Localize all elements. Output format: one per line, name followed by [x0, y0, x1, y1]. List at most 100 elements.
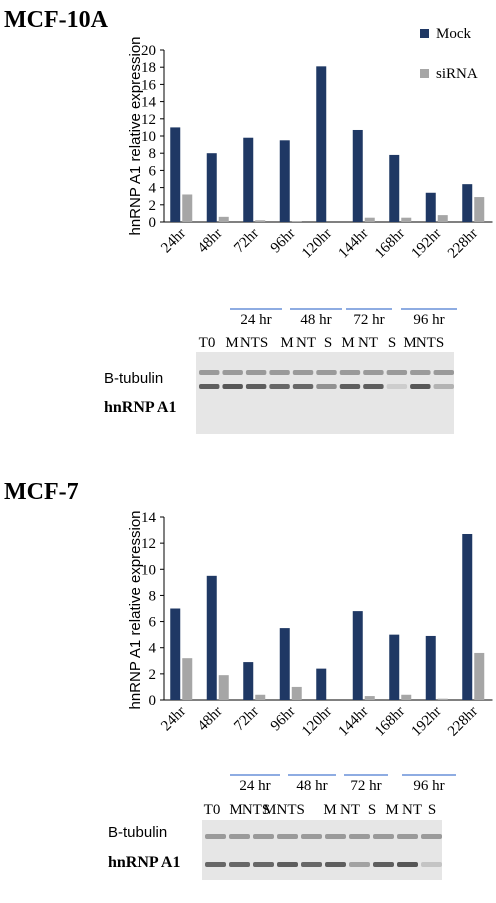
bar	[170, 608, 181, 700]
panel-title-mcf7: MCF-7	[4, 479, 79, 505]
blot-membrane	[196, 352, 454, 434]
x-tick-label: 96hr	[268, 704, 299, 735]
legend-label: siRNA	[436, 66, 478, 82]
bar	[170, 127, 181, 222]
bar	[243, 662, 254, 700]
band-b-tubulin	[229, 834, 250, 839]
band-b-tubulin	[269, 370, 290, 375]
band-hnrnp-a1	[269, 384, 290, 389]
bar	[206, 575, 217, 700]
timepoint-label: 48 hr	[300, 312, 331, 328]
y-tick-label: 8	[149, 146, 157, 162]
bar	[364, 696, 375, 700]
x-tick-label: 48hr	[195, 704, 226, 735]
band-b-tubulin	[222, 370, 243, 375]
y-tick-label: 2	[149, 198, 157, 214]
band-b-tubulin	[373, 834, 394, 839]
y-tick-label: 12	[141, 112, 156, 128]
lane-label: NT	[402, 802, 422, 818]
band-hnrnp-a1	[339, 384, 361, 389]
bar	[218, 216, 229, 222]
band-hnrnp-a1	[245, 384, 267, 389]
lane-label: MNTS	[263, 802, 305, 818]
legend-swatch	[420, 29, 429, 38]
bar	[401, 217, 412, 222]
bar	[352, 129, 363, 222]
timepoint-label: 24 hr	[239, 778, 270, 794]
bar	[291, 686, 302, 700]
timepoint-label: 72 hr	[353, 312, 384, 328]
lane-label: M	[280, 335, 293, 351]
x-tick-label: 24hr	[158, 226, 189, 257]
band-hnrnp-a1	[325, 862, 346, 867]
row-label-hnrnp-a1: hnRNP A1	[104, 399, 176, 416]
y-axis-label: hnRNP A1 relative expression	[127, 511, 144, 710]
lane-label: NTS	[240, 335, 268, 351]
x-tick-label: 24hr	[158, 704, 189, 735]
lane-label: NT	[296, 335, 316, 351]
bar	[279, 140, 290, 222]
x-tick-label: 72hr	[231, 226, 262, 257]
timepoint-label: 72 hr	[350, 778, 381, 794]
y-tick-label: 6	[149, 163, 157, 179]
y-tick-label: 10	[141, 129, 156, 145]
bar	[437, 698, 448, 700]
x-tick-label: 228hr	[445, 226, 481, 262]
legend-label: Mock	[436, 26, 471, 42]
legend-swatch	[420, 69, 429, 78]
lane-label: NTS	[416, 335, 444, 351]
x-tick-label: 168hr	[372, 226, 408, 262]
x-tick-label: 120hr	[299, 226, 335, 262]
band-b-tubulin	[325, 834, 346, 839]
band-hnrnp-a1	[253, 862, 274, 867]
x-tick-label: 48hr	[195, 226, 226, 257]
band-b-tubulin	[433, 370, 454, 375]
band-hnrnp-a1	[229, 862, 250, 867]
x-tick-label: 144hr	[336, 704, 372, 740]
bar	[218, 675, 229, 700]
bar	[462, 184, 473, 222]
bar	[255, 220, 266, 222]
timepoint-label: 96 hr	[413, 312, 444, 328]
band-hnrnp-a1	[222, 384, 243, 389]
bar	[291, 221, 302, 222]
band-b-tubulin	[292, 370, 314, 375]
bar	[182, 194, 193, 222]
lane-label: T0	[204, 802, 221, 818]
bar	[474, 197, 485, 222]
row-label-b-tubulin: B-tubulin	[108, 824, 167, 841]
lane-label: NTS	[242, 802, 270, 818]
band-hnrnp-a1	[277, 862, 298, 867]
y-tick-label: 4	[149, 181, 157, 197]
bar	[401, 694, 412, 700]
band-hnrnp-a1	[292, 384, 314, 389]
lane-label: NT	[358, 335, 378, 351]
lane-label: S	[428, 802, 436, 818]
band-hnrnp-a1	[205, 862, 226, 867]
lane-label: S	[388, 335, 396, 351]
band-b-tubulin	[349, 834, 370, 839]
bar	[255, 694, 266, 700]
y-axis-label: hnRNP A1 relative expression	[127, 37, 144, 236]
bar	[389, 634, 400, 700]
band-b-tubulin	[205, 834, 226, 839]
band-b-tubulin	[199, 370, 220, 375]
x-tick-label: 192hr	[409, 704, 445, 740]
bar	[462, 533, 473, 700]
bar	[364, 217, 375, 222]
lane-label: S	[368, 802, 376, 818]
band-b-tubulin	[277, 834, 298, 839]
row-label-hnrnp-a1: hnRNP A1	[108, 854, 180, 871]
bar	[243, 137, 254, 222]
y-tick-label: 10	[141, 562, 156, 578]
bar	[437, 215, 448, 222]
lane-label: M	[341, 335, 354, 351]
x-tick-label: 120hr	[299, 704, 335, 740]
lane-label: NT	[340, 802, 360, 818]
lane-label: S	[324, 335, 332, 351]
band-hnrnp-a1	[316, 384, 337, 389]
